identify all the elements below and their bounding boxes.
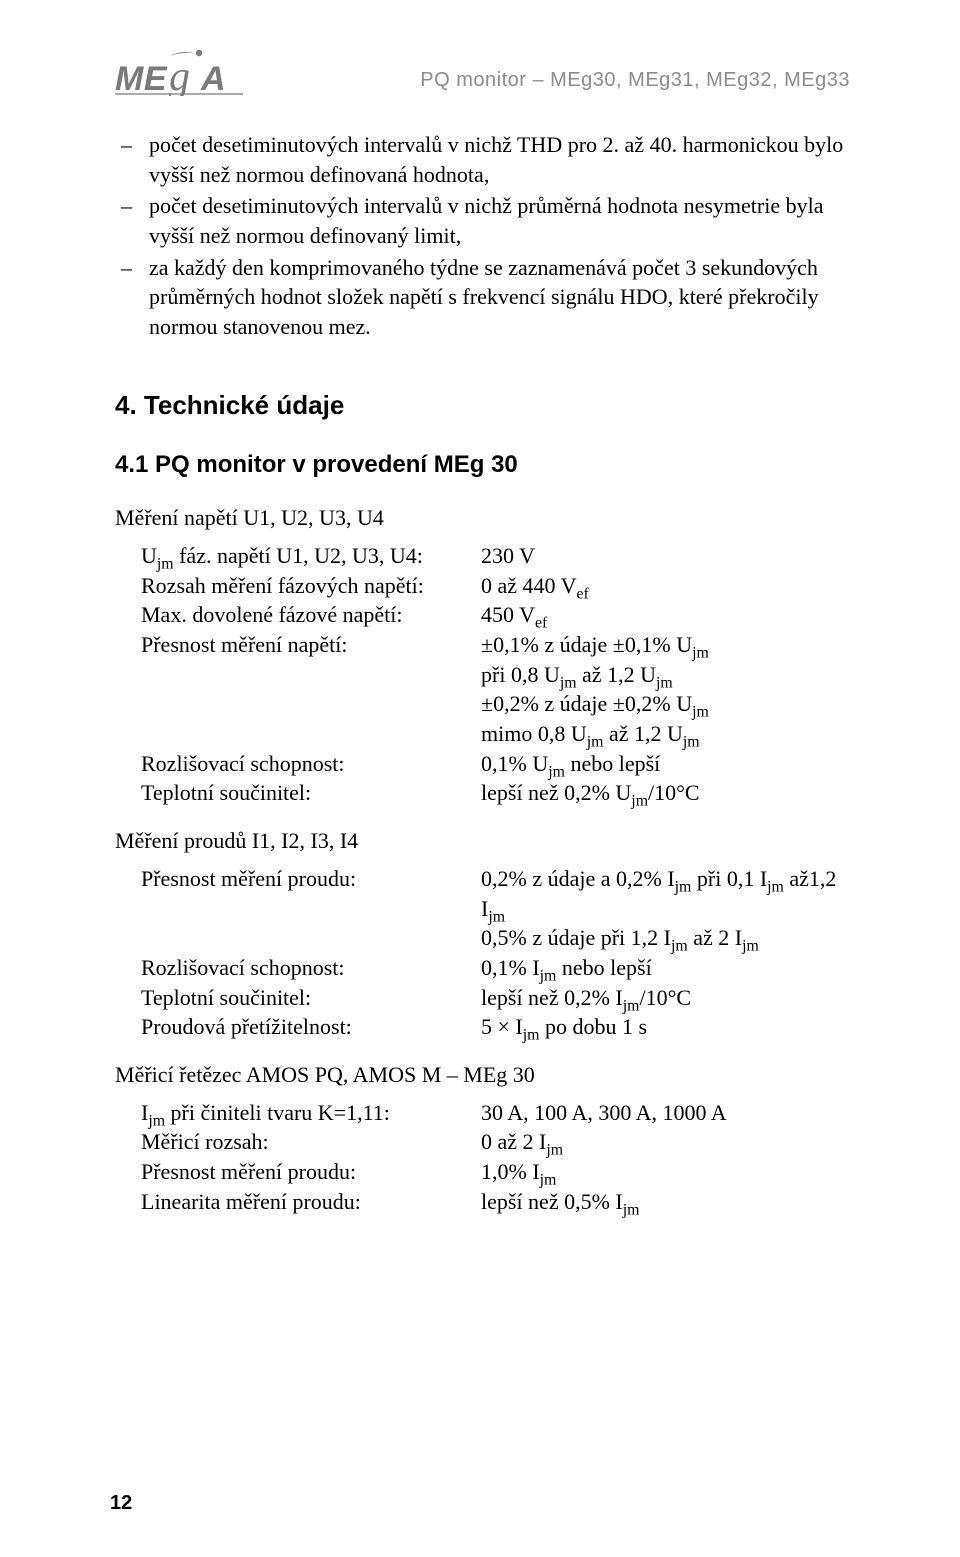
spec-value: lepší než 0,5% Ijm: [481, 1187, 850, 1217]
spec-value: 30 A, 100 A, 300 A, 1000 A: [481, 1098, 850, 1128]
spec-value: 0,1% Ujm nebo lepší: [481, 749, 850, 779]
spec-block-current: Přesnost měření proudu:0,2% z údaje a 0,…: [141, 864, 850, 1042]
page-number: 12: [110, 1490, 132, 1517]
spec-value: 450 Vef: [481, 600, 850, 630]
spec-key: Přesnost měření napětí:: [141, 630, 481, 749]
spec-key: Ujm fáz. napětí U1, U2, U3, U4:: [141, 541, 481, 571]
spec-row: Přesnost měření proudu:1,0% Ijm: [141, 1157, 850, 1187]
group-title-voltage: Měření napětí U1, U2, U3, U4: [115, 503, 850, 533]
spec-value: 5 × Ijm po dobu 1 s: [481, 1012, 850, 1042]
spec-row: Přesnost měření napětí:±0,1% z údaje ±0,…: [141, 630, 850, 749]
spec-key: Měřicí rozsah:: [141, 1127, 481, 1157]
page: ME g A PQ monitor – MEg30, MEg31, MEg32,…: [0, 0, 960, 1557]
subsection-title: 4.1 PQ monitor v provedení MEg 30: [115, 449, 850, 481]
page-header: ME g A PQ monitor – MEg30, MEg31, MEg32,…: [115, 50, 850, 96]
svg-text:A: A: [200, 60, 226, 96]
spec-row: Rozlišovací schopnost:0,1% Ujm nebo lepš…: [141, 749, 850, 779]
spec-key: Přesnost měření proudu:: [141, 1157, 481, 1187]
bullet-item: za každý den komprimovaného týdne se zaz…: [121, 253, 850, 342]
spec-key: Proudová přetížitelnost:: [141, 1012, 481, 1042]
spec-row: Rozsah měření fázových napětí:0 až 440 V…: [141, 571, 850, 601]
logo-icon: ME g A: [115, 50, 245, 96]
bullet-item: počet desetiminutových intervalů v nichž…: [121, 130, 850, 189]
spec-row: Proudová přetížitelnost:5 × Ijm po dobu …: [141, 1012, 850, 1042]
spec-row: Přesnost měření proudu:0,2% z údaje a 0,…: [141, 864, 850, 953]
spec-key: Linearita měření proudu:: [141, 1187, 481, 1217]
spec-row: Ujm fáz. napětí U1, U2, U3, U4:230 V: [141, 541, 850, 571]
spec-value: 0,1% Ijm nebo lepší: [481, 953, 850, 983]
spec-value: 0 až 440 Vef: [481, 571, 850, 601]
spec-value: lepší než 0,2% Ijm/10°C: [481, 983, 850, 1013]
spec-block-chain: Ijm při činiteli tvaru K=1,11:30 A, 100 …: [141, 1098, 850, 1217]
spec-row: Linearita měření proudu:lepší než 0,5% I…: [141, 1187, 850, 1217]
doc-title: PQ monitor – MEg30, MEg31, MEg32, MEg33: [420, 67, 850, 94]
spec-row: Teplotní součinitel:lepší než 0,2% Ujm/1…: [141, 778, 850, 808]
spec-key: Rozlišovací schopnost:: [141, 953, 481, 983]
spec-value: 0 až 2 Ijm: [481, 1127, 850, 1157]
spec-key: Rozlišovací schopnost:: [141, 749, 481, 779]
spec-block-voltage: Ujm fáz. napětí U1, U2, U3, U4:230 V Roz…: [141, 541, 850, 808]
group-title-chain: Měřicí řetězec AMOS PQ, AMOS M – MEg 30: [115, 1060, 850, 1090]
section-title: 4. Technické údaje: [115, 388, 850, 423]
spec-key: Teplotní součinitel:: [141, 983, 481, 1013]
svg-text:ME: ME: [115, 60, 168, 96]
spec-value: 0,2% z údaje a 0,2% Ijm při 0,1 Ijm až1,…: [481, 864, 850, 953]
spec-key: Přesnost měření proudu:: [141, 864, 481, 953]
spec-key: Max. dovolené fázové napětí:: [141, 600, 481, 630]
spec-key: Teplotní součinitel:: [141, 778, 481, 808]
spec-value: lepší než 0,2% Ujm/10°C: [481, 778, 850, 808]
spec-value: ±0,1% z údaje ±0,1% Ujmpři 0,8 Ujm až 1,…: [481, 630, 850, 749]
spec-row: Max. dovolené fázové napětí:450 Vef: [141, 600, 850, 630]
spec-value: 230 V: [481, 541, 850, 571]
bullet-list: počet desetiminutových intervalů v nichž…: [121, 130, 850, 342]
logo: ME g A: [115, 50, 245, 96]
spec-value: 1,0% Ijm: [481, 1157, 850, 1187]
spec-key: Rozsah měření fázových napětí:: [141, 571, 481, 601]
group-title-current: Měření proudů I1, I2, I3, I4: [115, 826, 850, 856]
spec-row: Teplotní součinitel:lepší než 0,2% Ijm/1…: [141, 983, 850, 1013]
spec-row: Ijm při činiteli tvaru K=1,11:30 A, 100 …: [141, 1098, 850, 1128]
spec-row: Rozlišovací schopnost:0,1% Ijm nebo lepš…: [141, 953, 850, 983]
svg-text:g: g: [169, 54, 191, 96]
spec-row: Měřicí rozsah:0 až 2 Ijm: [141, 1127, 850, 1157]
spec-key: Ijm při činiteli tvaru K=1,11:: [141, 1098, 481, 1128]
bullet-item: počet desetiminutových intervalů v nichž…: [121, 191, 850, 250]
